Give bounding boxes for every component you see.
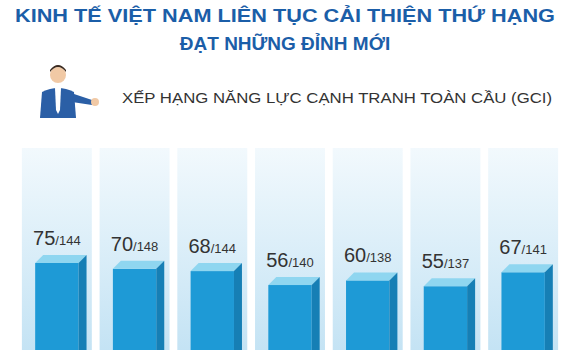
data-labels: 75/144 70/148 68/144 56/140 60/138 55/137 67/1…: [33, 227, 547, 272]
bar-top: [268, 277, 319, 285]
title: ĐẠT NHỮNG ĐỈNH MỚI: [180, 33, 390, 54]
data-label: 75/144: [33, 227, 81, 249]
bar-side: [467, 278, 475, 350]
subtitle: XẾP HẠNG NĂNG LỰC CẠNH TRANH TOÀN CẦU (G…: [122, 90, 552, 106]
bar-side: [156, 261, 164, 350]
bar: [113, 269, 156, 350]
chart: KINH TẾ VIỆT NAM LIÊN TỤC CẢI THIỆN THỨ …: [0, 0, 570, 350]
bar: [268, 285, 311, 350]
title: KINH TẾ VIỆT NAM LIÊN TỤC CẢI THIỆN THỨ …: [15, 5, 555, 26]
bar-side: [234, 263, 242, 350]
bar-side: [312, 277, 320, 350]
bar-top: [346, 272, 397, 280]
data-label: 68/144: [189, 235, 237, 257]
data-label: 60/138: [344, 244, 392, 266]
bar: [35, 263, 78, 350]
column-bg: [177, 148, 247, 350]
column-bg: [410, 148, 480, 350]
bar-top: [113, 261, 164, 269]
bar: [191, 271, 234, 350]
bar: [501, 272, 544, 350]
column-bg: [488, 148, 558, 350]
bar-side: [389, 272, 397, 350]
data-label: 55/137: [422, 250, 470, 272]
bar: [424, 286, 467, 350]
column-bg: [333, 148, 403, 350]
data-label: 56/140: [266, 249, 314, 271]
bar-top: [35, 255, 86, 263]
bar-side: [545, 264, 553, 350]
data-label: 70/148: [111, 233, 159, 255]
bar-top: [501, 264, 552, 272]
data-label: 67/141: [499, 236, 547, 258]
icon: [40, 65, 99, 118]
column-bg: [255, 148, 325, 350]
bar-top: [424, 278, 475, 286]
column-bg: [22, 148, 92, 350]
bar-side: [79, 255, 87, 350]
columns: [22, 148, 558, 350]
bars: [35, 255, 553, 350]
column-bg: [100, 148, 170, 350]
bar: [346, 280, 389, 350]
bar-top: [191, 263, 242, 271]
